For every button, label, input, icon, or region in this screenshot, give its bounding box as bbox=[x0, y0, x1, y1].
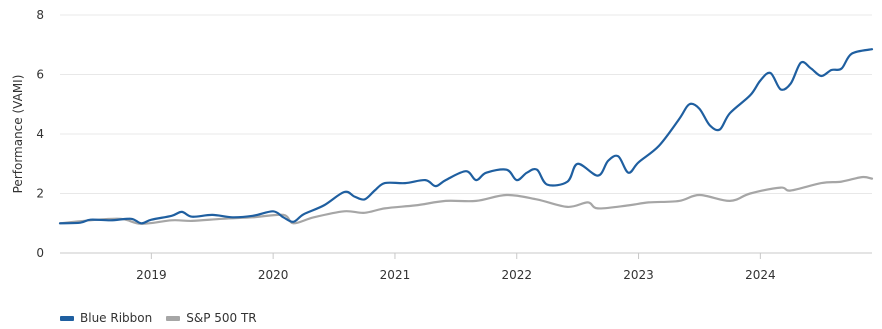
y-tick-label: 8 bbox=[36, 8, 44, 22]
legend-label-blue-ribbon: Blue Ribbon bbox=[80, 311, 153, 325]
y-tick-label: 4 bbox=[36, 127, 44, 141]
x-tick-label: 2024 bbox=[745, 268, 776, 282]
legend-swatch-sp500 bbox=[166, 315, 181, 321]
series-lines bbox=[58, 48, 874, 225]
legend: Blue Ribbon S&P 500 TR bbox=[60, 311, 271, 325]
y-axis-title: Performance (VAMI) bbox=[11, 75, 25, 194]
gridlines bbox=[60, 14, 872, 254]
x-tick-label: 2019 bbox=[136, 268, 167, 282]
legend-swatch-blue-ribbon bbox=[60, 315, 74, 321]
x-tick-labels: 2019 2020 2021 2022 2023 2024 bbox=[136, 253, 776, 282]
y-tick-label: 6 bbox=[36, 68, 44, 82]
x-tick-label: 2020 bbox=[258, 268, 289, 282]
series-line-sp500 bbox=[58, 175, 874, 225]
legend-item-blue-ribbon[interactable]: Blue Ribbon bbox=[60, 311, 152, 325]
y-tick-labels: 0 2 4 6 8 bbox=[36, 8, 44, 260]
legend-label-sp500: S&P 500 TR bbox=[186, 311, 257, 325]
y-tick-label: 2 bbox=[36, 187, 44, 201]
x-tick-label: 2021 bbox=[380, 268, 411, 282]
y-tick-label: 0 bbox=[36, 246, 44, 260]
x-tick-label: 2023 bbox=[623, 268, 654, 282]
series-line-blue-ribbon bbox=[58, 48, 874, 225]
x-tick-label: 2022 bbox=[501, 268, 532, 282]
legend-item-sp500[interactable]: S&P 500 TR bbox=[166, 311, 257, 325]
